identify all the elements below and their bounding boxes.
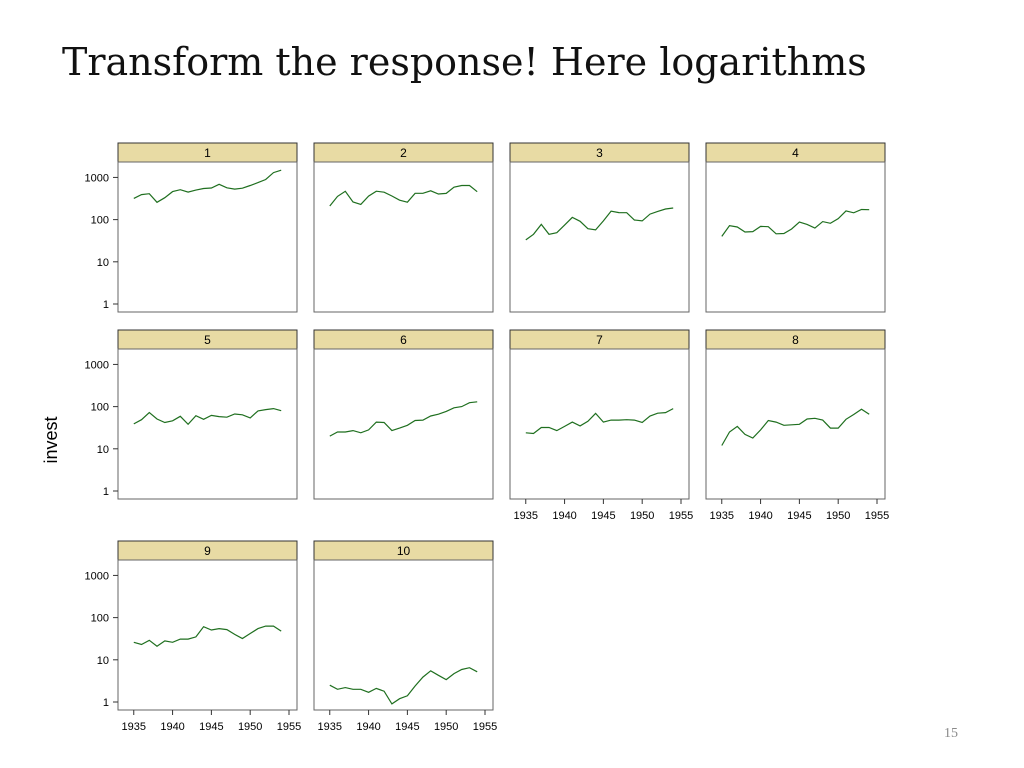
x-tick-label: 1935 xyxy=(710,510,734,522)
panel-4: 4 xyxy=(705,142,886,313)
y-tick-label: 10 xyxy=(97,257,109,269)
panel-9: 9 1 10 100 1000 1935 1940 1945 1950 1955 xyxy=(85,540,301,733)
page-number: 15 xyxy=(944,726,958,741)
panel-10: 10 1935 1940 1945 1950 1955 xyxy=(313,540,497,733)
panel-label: 9 xyxy=(204,544,211,558)
panel-label: 4 xyxy=(792,146,799,160)
x-tick-label: 1940 xyxy=(552,510,576,522)
panel-label: 5 xyxy=(204,333,211,347)
panel-label: 3 xyxy=(596,146,603,160)
panel-plot-area xyxy=(313,161,494,313)
y-tick-label: 1000 xyxy=(85,172,109,184)
y-tick-label: 1000 xyxy=(85,570,109,582)
x-tick-label: 1945 xyxy=(787,510,811,522)
x-tick-label: 1940 xyxy=(356,721,380,733)
panel-label: 7 xyxy=(596,333,603,347)
panel-plot-area xyxy=(313,559,494,711)
slide-title: Transform the response! Here logarithms xyxy=(62,40,867,84)
series-line-panel-3 xyxy=(525,207,674,241)
panel-plot-area xyxy=(509,161,690,313)
y-tick-label: 10 xyxy=(97,655,109,667)
series-line-panel-7 xyxy=(525,408,674,435)
y-tick-label: 100 xyxy=(91,402,109,414)
x-tick-label: 1955 xyxy=(865,510,889,522)
y-tick-label: 1 xyxy=(103,697,109,709)
x-tick-label: 1955 xyxy=(277,721,301,733)
x-tick-label: 1945 xyxy=(199,721,223,733)
panel-5: 5 1 10 100 1000 xyxy=(85,329,298,500)
panel-plot-area xyxy=(509,348,690,500)
x-tick-label: 1950 xyxy=(238,721,262,733)
series-line-panel-2 xyxy=(329,184,478,207)
x-tick-label: 1955 xyxy=(669,510,693,522)
x-tick-label: 1935 xyxy=(122,721,146,733)
x-tick-label: 1940 xyxy=(748,510,772,522)
y-tick-label: 1 xyxy=(103,299,109,311)
panel-plot-area xyxy=(117,161,298,313)
panel-label: 6 xyxy=(400,333,407,347)
series-line-panel-1 xyxy=(133,169,282,204)
panel-3: 3 xyxy=(509,142,690,313)
panel-plot-area xyxy=(117,348,298,500)
panel-1: 1 1 10 100 1000 xyxy=(85,142,298,313)
x-tick-label: 1955 xyxy=(473,721,497,733)
panel-2: 2 xyxy=(313,142,494,313)
y-tick-label: 1000 xyxy=(85,359,109,371)
panel-plot-area xyxy=(117,559,298,711)
panel-label: 8 xyxy=(792,333,799,347)
panel-label: 2 xyxy=(400,146,407,160)
series-line-panel-8 xyxy=(721,408,870,446)
panel-8: 8 1935 1940 1945 1950 1955 xyxy=(705,329,889,522)
series-line-panel-4 xyxy=(721,208,870,237)
x-tick-label: 1940 xyxy=(160,721,184,733)
x-tick-label: 1935 xyxy=(514,510,538,522)
series-line-panel-10 xyxy=(329,667,478,705)
y-tick-label: 100 xyxy=(91,613,109,625)
y-tick-label: 1 xyxy=(103,486,109,498)
panel-plot-area xyxy=(313,348,494,500)
x-tick-label: 1950 xyxy=(826,510,850,522)
panel-label: 10 xyxy=(397,544,411,558)
panel-label: 1 xyxy=(204,146,211,160)
x-tick-label: 1950 xyxy=(434,721,458,733)
x-tick-label: 1945 xyxy=(591,510,615,522)
panel-plot-area xyxy=(705,161,886,313)
series-line-panel-6 xyxy=(329,401,478,437)
series-line-panel-9 xyxy=(133,625,282,647)
y-tick-label: 10 xyxy=(97,444,109,456)
y-axis-title: invest xyxy=(41,416,61,463)
panel-7: 7 1935 1940 1945 1950 1955 xyxy=(509,329,693,522)
x-tick-label: 1950 xyxy=(630,510,654,522)
y-tick-label: 100 xyxy=(91,215,109,227)
series-line-panel-5 xyxy=(133,407,282,426)
x-tick-label: 1935 xyxy=(318,721,342,733)
panel-6: 6 xyxy=(313,329,494,500)
x-tick-label: 1945 xyxy=(395,721,419,733)
